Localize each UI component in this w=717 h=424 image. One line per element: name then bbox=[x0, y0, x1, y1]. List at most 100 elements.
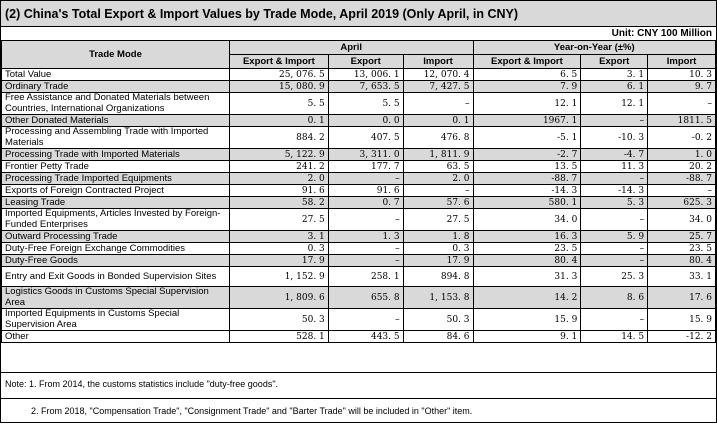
row-trade-mode: Other bbox=[1, 330, 230, 343]
cell-yim: 17. 6 bbox=[647, 286, 716, 309]
cell-yex: 12. 1 bbox=[580, 92, 649, 115]
cell-yei: 23. 5 bbox=[472, 242, 582, 255]
cell-ex: 7, 653. 5 bbox=[327, 80, 404, 93]
header-april: April bbox=[228, 40, 474, 55]
cell-yex: – bbox=[580, 242, 649, 255]
cell-yim: 25. 7 bbox=[647, 230, 716, 243]
cell-yim: 1. 0 bbox=[647, 148, 716, 161]
table-row: Duty-Free Foreign Exchange Commodities 0.… bbox=[1, 242, 716, 255]
cell-ex: 258. 1 bbox=[327, 266, 404, 287]
cell-ex: – bbox=[327, 172, 404, 185]
header-export: Export bbox=[327, 54, 404, 69]
cell-im: 57. 6 bbox=[402, 196, 474, 209]
cell-yim: 34. 0 bbox=[647, 208, 716, 231]
cell-yim: 1811. 5 bbox=[647, 114, 716, 127]
table-row: Entry and Exit Goods in Bonded Supervisi… bbox=[1, 266, 716, 287]
table-row: Frontier Petty Trade 241. 2 177. 7 63. 5 13.… bbox=[1, 160, 716, 173]
row-trade-mode: Entry and Exit Goods in Bonded Supervisi… bbox=[1, 266, 230, 287]
cell-yim: -0. 2 bbox=[647, 126, 716, 149]
cell-ei: 50. 3 bbox=[228, 308, 329, 331]
cell-ei: 0. 3 bbox=[228, 242, 329, 255]
cell-ex: 13, 006. 1 bbox=[327, 68, 404, 81]
cell-yex: – bbox=[580, 114, 649, 127]
cell-ex: 443. 5 bbox=[327, 330, 404, 343]
cell-ex: 407. 5 bbox=[327, 126, 404, 149]
cell-ei: 27. 5 bbox=[228, 208, 329, 231]
cell-ei: 2. 0 bbox=[228, 172, 329, 185]
cell-yim: 80. 4 bbox=[647, 254, 716, 267]
header-yoy-import: Import bbox=[647, 54, 716, 69]
table-row: Total Value 25, 076. 5 13, 006. 1 12, 070. … bbox=[1, 68, 716, 81]
cell-yim: 15. 9 bbox=[647, 308, 716, 331]
cell-ei: 1, 809. 6 bbox=[228, 286, 329, 309]
unit-label: Unit: CNY 100 Million bbox=[611, 28, 712, 39]
row-trade-mode: Total Value bbox=[1, 68, 230, 81]
row-trade-mode: Free Assistance and Donated Materials be… bbox=[1, 92, 230, 115]
cell-im: – bbox=[402, 92, 474, 115]
cell-yim: – bbox=[647, 184, 716, 197]
table-row: Exports of Foreign Contracted Project 91.… bbox=[1, 184, 716, 197]
cell-yei: -14. 3 bbox=[472, 184, 582, 197]
cell-yim: – bbox=[647, 92, 716, 115]
cell-yex: 6. 1 bbox=[580, 80, 649, 93]
page-title: (2) China's Total Export & Import Values… bbox=[1, 1, 716, 27]
cell-yim: 20. 2 bbox=[647, 160, 716, 173]
cell-ex: – bbox=[327, 308, 404, 331]
cell-ei: 58. 2 bbox=[228, 196, 329, 209]
cell-yei: 31. 3 bbox=[472, 266, 582, 287]
cell-yei: 12. 1 bbox=[472, 92, 582, 115]
cell-im: 17. 9 bbox=[402, 254, 474, 267]
cell-ex: 5. 5 bbox=[327, 92, 404, 115]
cell-yex: 3. 1 bbox=[580, 68, 649, 81]
cell-yei: -5. 1 bbox=[472, 126, 582, 149]
cell-ex: – bbox=[327, 254, 404, 267]
cell-ei: 884. 2 bbox=[228, 126, 329, 149]
cell-im: 1. 8 bbox=[402, 230, 474, 243]
cell-im: – bbox=[402, 184, 474, 197]
table-row: Imported Equipments in Customs Special S… bbox=[1, 308, 716, 331]
cell-yex: 8. 6 bbox=[580, 286, 649, 309]
row-trade-mode: Exports of Foreign Contracted Project bbox=[1, 184, 230, 197]
cell-im: 894. 8 bbox=[402, 266, 474, 287]
table-row: Outward Processing Trade 3. 1 1. 3 1. 8 16. … bbox=[1, 230, 716, 243]
cell-ei: 1, 152. 9 bbox=[228, 266, 329, 287]
cell-ei: 241. 2 bbox=[228, 160, 329, 173]
cell-yim: 23. 5 bbox=[647, 242, 716, 255]
cell-yei: 7. 9 bbox=[472, 80, 582, 93]
cell-ei: 5. 5 bbox=[228, 92, 329, 115]
header-yoy: Year-on-Year (±%) bbox=[472, 40, 716, 55]
notes-area: Note: 1. From 2014, the customs statisti… bbox=[1, 372, 716, 423]
cell-ex: 655. 8 bbox=[327, 286, 404, 309]
table-row: Processing Trade Imported Equipments 2. 0… bbox=[1, 172, 716, 185]
cell-yei: -2. 7 bbox=[472, 148, 582, 161]
cell-yex: 14. 5 bbox=[580, 330, 649, 343]
row-trade-mode: Other Donated Materials bbox=[1, 114, 230, 127]
header-yoy-export: Export bbox=[580, 54, 649, 69]
cell-yex: – bbox=[580, 308, 649, 331]
table-row: Ordinary Trade 15, 080. 9 7, 653. 5 7, 427.… bbox=[1, 80, 716, 93]
cell-yim: 10. 3 bbox=[647, 68, 716, 81]
cell-yex: 25. 3 bbox=[580, 266, 649, 287]
cell-yim: 625. 3 bbox=[647, 196, 716, 209]
table-row: Other 528. 1 443. 5 84. 6 9. 1 14. 5 -12. 2 bbox=[1, 330, 716, 343]
cell-im: 84. 6 bbox=[402, 330, 474, 343]
cell-yei: 34. 0 bbox=[472, 208, 582, 231]
cell-ei: 5, 122. 9 bbox=[228, 148, 329, 161]
row-trade-mode: Outward Processing Trade bbox=[1, 230, 230, 243]
cell-yim: -88. 7 bbox=[647, 172, 716, 185]
note-1: Note: 1. From 2014, the customs statisti… bbox=[5, 379, 279, 389]
cell-ei: 3. 1 bbox=[228, 230, 329, 243]
cell-yim: 9. 7 bbox=[647, 80, 716, 93]
cell-ei: 0. 1 bbox=[228, 114, 329, 127]
cell-yex: – bbox=[580, 208, 649, 231]
cell-yex: -10. 3 bbox=[580, 126, 649, 149]
row-trade-mode: Logistics Goods in Customs Special Super… bbox=[1, 286, 230, 309]
cell-yex: -14. 3 bbox=[580, 184, 649, 197]
cell-yex: 5. 3 bbox=[580, 196, 649, 209]
row-trade-mode: Processing Trade with Imported Materials bbox=[1, 148, 230, 161]
cell-yei: 15. 9 bbox=[472, 308, 582, 331]
note-2: 2. From 2018, "Compensation Trade", "Con… bbox=[31, 406, 473, 416]
cell-im: 50. 3 bbox=[402, 308, 474, 331]
table-row: Leasing Trade 58. 2 0. 7 57. 6 580. 1 5. 3 625… bbox=[1, 196, 716, 209]
cell-ex: 3, 311. 0 bbox=[327, 148, 404, 161]
